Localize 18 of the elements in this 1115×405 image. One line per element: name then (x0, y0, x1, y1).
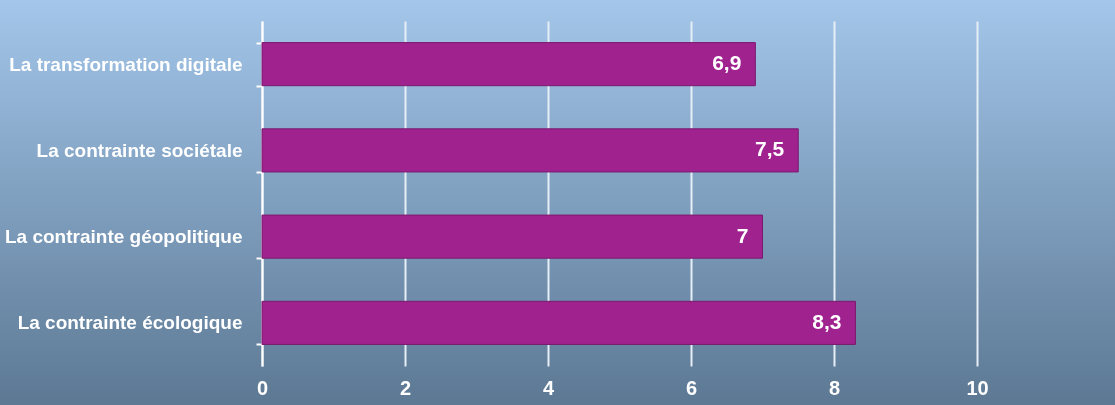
x-tick-label: 4 (542, 376, 555, 399)
x-tick-label: 8 (828, 376, 841, 399)
y-tick-label: La contrainte sociétale (36, 139, 243, 161)
y-tick-label: La contrainte écologique (17, 312, 243, 334)
x-tick-label: 6 (685, 376, 698, 399)
bar (261, 214, 763, 259)
x-tick-label: 2 (399, 376, 412, 399)
bar (261, 300, 856, 345)
data-label: 8,3 (812, 309, 842, 333)
y-tick-label: La transformation digitale (9, 53, 243, 75)
bar (261, 42, 756, 87)
y-tick-label: La contrainte géopolitique (4, 226, 243, 248)
x-tick-label: 0 (256, 376, 269, 399)
data-label: 7 (736, 223, 749, 247)
data-label: 6,9 (712, 51, 742, 75)
bar (261, 128, 799, 173)
x-tick-label: 10 (966, 376, 989, 399)
data-label: 7,5 (755, 137, 785, 161)
